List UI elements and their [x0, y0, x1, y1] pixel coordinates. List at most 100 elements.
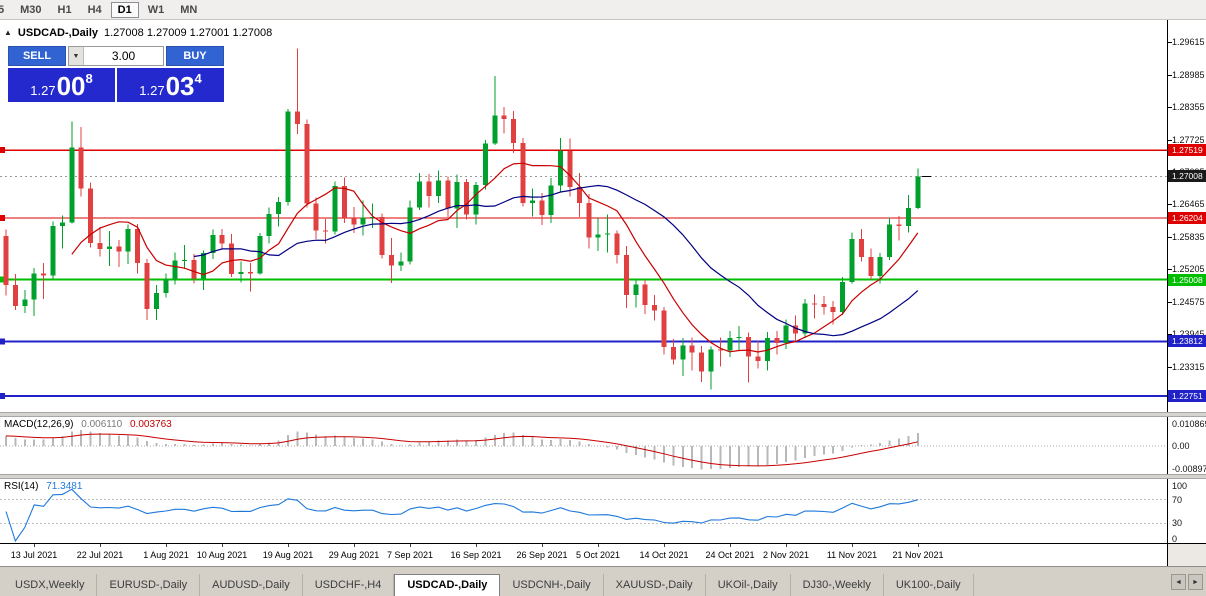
- sell-button[interactable]: SELL: [8, 46, 66, 66]
- rsi-axis-label: 100: [1172, 481, 1188, 491]
- rsi-axis-label: 30: [1172, 518, 1183, 529]
- date-tick-mark: [852, 544, 853, 547]
- tab-scroll-right-button[interactable]: ►: [1188, 574, 1203, 590]
- date-label: 13 Jul 2021: [10, 550, 58, 560]
- chart-tab-USDCHF-,H4[interactable]: USDCHF-,H4: [303, 574, 395, 596]
- buy-price-prefix: 1.27: [139, 83, 165, 98]
- volume-dropdown-button[interactable]: ▼: [69, 47, 84, 65]
- date-label: 26 Sep 2021: [516, 550, 568, 560]
- date-label: 1 Aug 2021: [143, 550, 189, 560]
- chart-tab-AUDUSD-,Daily[interactable]: AUDUSD-,Daily: [200, 574, 303, 596]
- chart-symbol-label: USDCAD-,Daily: [17, 27, 98, 39]
- axis-tick-mark: [1168, 334, 1172, 335]
- rsi-axis-label: 0: [1172, 534, 1178, 544]
- date-label: 24 Oct 2021: [705, 550, 755, 560]
- chart-tab-USDCAD-,Daily[interactable]: USDCAD-,Daily: [394, 574, 501, 596]
- volume-input[interactable]: [84, 47, 163, 65]
- macd-axis-label: 0.010869: [1172, 419, 1206, 429]
- macd-label: MACD(12,26,9) 0.006110 0.003763: [4, 419, 172, 430]
- date-label: 10 Aug 2021: [196, 550, 248, 560]
- rsi-panel[interactable]: [0, 479, 1167, 543]
- timeframe-button-MN[interactable]: MN: [173, 2, 204, 18]
- date-label: 19 Aug 2021: [262, 550, 314, 560]
- sell-price-main: 00: [56, 71, 86, 101]
- price-axis[interactable]: 1.296151.289851.283551.277251.270951.264…: [1167, 20, 1206, 544]
- date-label: 16 Sep 2021: [450, 550, 502, 560]
- date-tick-mark: [542, 544, 543, 547]
- volume-control: ▼: [68, 46, 164, 66]
- macd-main-value: 0.006110: [81, 419, 123, 430]
- chart-tabs: USDX,Weekly EURUSD-,Daily AUDUSD-,Daily USD…: [0, 574, 974, 596]
- date-label: 14 Oct 2021: [639, 550, 689, 560]
- chart-tab-bar: USDX,Weekly EURUSD-,Daily AUDUSD-,Daily USD…: [0, 566, 1206, 596]
- date-label: 5 Oct 2021: [575, 550, 621, 560]
- chart-ohlc-values: 1.27008 1.27009 1.27001 1.27008: [104, 27, 273, 39]
- price-tick-label: 1.27725: [1172, 135, 1205, 145]
- timeframe-toolbar: 5M30H1H4D1W1MN: [0, 0, 1206, 20]
- price-tick-label: 1.25205: [1172, 264, 1205, 274]
- date-label: 11 Nov 2021: [826, 550, 878, 560]
- timeframe-button-H1[interactable]: H1: [51, 2, 79, 18]
- buy-button[interactable]: BUY: [166, 46, 224, 66]
- chart-tab-XAUUSD-,Daily[interactable]: XAUUSD-,Daily: [604, 574, 706, 596]
- axis-tick-mark: [1168, 269, 1172, 270]
- chart-tab-USDX,Weekly[interactable]: USDX,Weekly: [3, 574, 98, 596]
- price-tick-label: 1.28355: [1172, 102, 1205, 112]
- timeframe-button-H4[interactable]: H4: [81, 2, 109, 18]
- chart-tab-USDCNH-,Daily[interactable]: USDCNH-,Daily: [500, 574, 604, 596]
- price-tick-label: 1.24575: [1172, 297, 1205, 307]
- buy-price-main: 03: [165, 71, 195, 101]
- rsi-axis-label: 70: [1172, 494, 1183, 505]
- price-line-badge: 1.25008: [1168, 274, 1206, 286]
- timeframe-button-W1[interactable]: W1: [141, 2, 172, 18]
- price-chart[interactable]: [0, 20, 1167, 412]
- sell-price-display[interactable]: 1.27 00 8: [8, 68, 115, 102]
- price-line-badge: 1.23812: [1168, 335, 1206, 347]
- price-tick-label: 1.26465: [1172, 199, 1205, 209]
- buy-price-display[interactable]: 1.27 03 4: [117, 68, 224, 102]
- date-tick-mark: [476, 544, 477, 547]
- chart-tab-UK100-,Daily[interactable]: UK100-,Daily: [884, 574, 974, 596]
- axis-tick-mark: [1168, 140, 1172, 141]
- timeframe-button-5[interactable]: 5: [0, 2, 11, 18]
- panel-splitter[interactable]: [0, 474, 1206, 479]
- tab-scroll-left-button[interactable]: ◄: [1171, 574, 1186, 590]
- macd-name: MACD(12,26,9): [4, 419, 74, 430]
- panel-splitter[interactable]: [0, 412, 1206, 417]
- chart-tab-EURUSD-,Daily[interactable]: EURUSD-,Daily: [97, 574, 201, 596]
- chart-tab-UKOil-,Daily[interactable]: UKOil-,Daily: [706, 574, 791, 596]
- current-price-badge: 1.27008: [1168, 170, 1206, 182]
- price-tick-label: 1.28985: [1172, 70, 1205, 80]
- date-tick-mark: [730, 544, 731, 547]
- sell-price-pip: 8: [85, 71, 93, 86]
- axis-tick-mark: [1168, 107, 1172, 108]
- chart-tab-DJ30-,Weekly[interactable]: DJ30-,Weekly: [791, 574, 884, 596]
- date-tick-mark: [166, 544, 167, 547]
- date-tick-mark: [664, 544, 665, 547]
- date-label: 29 Aug 2021: [328, 550, 380, 560]
- macd-panel[interactable]: [0, 417, 1167, 474]
- timeframe-button-D1[interactable]: D1: [110, 1, 139, 18]
- price-tick-label: 1.25835: [1172, 232, 1205, 242]
- axis-tick-mark: [1168, 237, 1172, 238]
- macd-signal-value: 0.003763: [130, 419, 172, 430]
- macd-axis-label: 0.00: [1172, 441, 1190, 451]
- date-label: 2 Nov 2021: [762, 550, 810, 560]
- date-tick-mark: [410, 544, 411, 547]
- date-label: 7 Sep 2021: [386, 550, 434, 560]
- date-tick-mark: [222, 544, 223, 547]
- rsi-value: 71.3481: [46, 481, 83, 492]
- date-tick-mark: [288, 544, 289, 547]
- price-line-badge: 1.27519: [1168, 144, 1206, 156]
- tab-scroll-controls: ◄ ►: [1171, 574, 1203, 590]
- axis-corner: [1167, 543, 1206, 566]
- time-axis[interactable]: 13 Jul 2021 22 Jul 2021 1 Aug 2021 10 Aug 2…: [0, 543, 1167, 566]
- collapse-trade-panel-icon[interactable]: ▲: [4, 28, 12, 37]
- price-tick-label: 1.23945: [1172, 329, 1205, 339]
- timeframe-button-M30[interactable]: M30: [13, 2, 48, 18]
- date-tick-mark: [918, 544, 919, 547]
- axis-tick-mark: [1168, 302, 1172, 303]
- date-label: 22 Jul 2021: [76, 550, 124, 560]
